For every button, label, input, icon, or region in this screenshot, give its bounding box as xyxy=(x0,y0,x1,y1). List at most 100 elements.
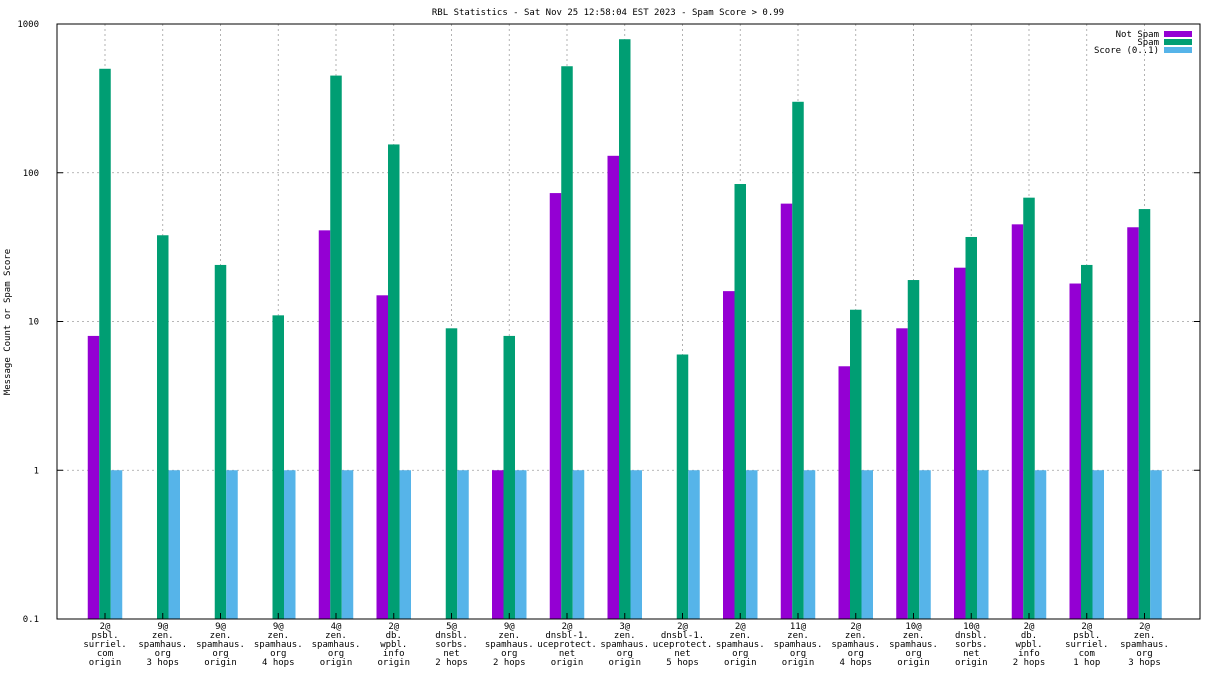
bar-spam xyxy=(792,101,804,620)
x-tick-label: org xyxy=(732,649,748,659)
x-tick-label: 2@ xyxy=(1024,622,1035,632)
x-tick-label: net xyxy=(963,649,979,659)
bar-spam xyxy=(1138,209,1151,620)
bar-score xyxy=(515,470,527,619)
bar-score xyxy=(919,470,931,619)
bar-score xyxy=(1034,470,1047,619)
x-tick-label: org xyxy=(270,649,286,659)
x-tick-label: org xyxy=(501,649,517,659)
y-tick-label: 1 xyxy=(34,466,39,476)
x-tick-label: spamhaus. xyxy=(196,640,245,650)
x-tick-label: com xyxy=(97,649,113,659)
x-tick-label: 4@ xyxy=(331,622,342,632)
x-tick-label: surriel. xyxy=(1065,640,1108,650)
x-tick-label: 1 hop xyxy=(1073,658,1100,668)
bar-spam xyxy=(157,235,169,619)
x-tick-label: origin xyxy=(551,658,584,668)
bar-spam xyxy=(734,184,746,619)
x-tick-label: spamhaus. xyxy=(716,640,765,650)
x-tick-label: org xyxy=(617,649,633,659)
x-tick-label: zen. xyxy=(267,631,289,641)
chart-title: RBL Statistics - Sat Nov 25 12:58:04 EST… xyxy=(432,8,784,18)
bar-spam xyxy=(619,39,631,620)
x-tick-label: org xyxy=(790,649,806,659)
y-tick-label: 100 xyxy=(23,169,39,179)
bar-score xyxy=(688,470,700,619)
bar-spam xyxy=(907,280,920,619)
bar-score xyxy=(803,470,816,619)
x-tick-label: origin xyxy=(204,658,237,668)
bar-not-spam xyxy=(318,230,331,620)
y-tick-label: 0.1 xyxy=(23,615,39,625)
bar-spam xyxy=(330,75,342,619)
x-tick-label: 2 hops xyxy=(435,658,468,668)
x-tick-label: origin xyxy=(320,658,353,668)
x-tick-label: zen. xyxy=(729,631,751,641)
x-tick-label: 2@ xyxy=(100,622,111,632)
x-tick-label: com xyxy=(1079,649,1095,659)
x-tick-label: spamhaus. xyxy=(831,640,880,650)
x-tick-label: origin xyxy=(608,658,641,668)
x-tick-label: uceprotect. xyxy=(537,640,597,650)
bar-spam xyxy=(676,354,689,619)
x-tick-label: psbl. xyxy=(1073,631,1100,641)
x-tick-label: spamhaus. xyxy=(138,640,187,650)
y-axis-label: Message Count or Spam Score xyxy=(3,249,13,395)
x-tick-label: zen. xyxy=(787,631,809,641)
x-tick-label: spamhaus. xyxy=(889,640,938,650)
x-tick-label: 2@ xyxy=(735,622,746,632)
x-tick-label: 2 hops xyxy=(1013,658,1046,668)
legend-swatch xyxy=(1164,39,1192,45)
bar-score xyxy=(861,470,873,619)
bar-spam xyxy=(445,328,458,619)
x-tick-label: zen. xyxy=(903,631,925,641)
x-tick-label: net xyxy=(674,649,690,659)
x-tick-label: dnsbl. xyxy=(435,631,468,641)
x-tick-label: org xyxy=(155,649,171,659)
x-tick-label: info xyxy=(1018,649,1040,659)
x-tick-label: 2@ xyxy=(388,622,399,632)
bar-spam xyxy=(503,335,515,619)
x-tick-label: 2@ xyxy=(1081,622,1092,632)
bar-score xyxy=(630,470,642,619)
bar-not-spam xyxy=(954,267,966,619)
legend-label: Spam xyxy=(1137,38,1159,48)
x-tick-label: spamhaus. xyxy=(600,640,649,650)
x-tick-label: db. xyxy=(1021,631,1037,641)
x-tick-label: org xyxy=(905,649,921,659)
y-tick-label: 1000 xyxy=(17,20,39,30)
bar-score xyxy=(457,470,469,619)
x-tick-label: db. xyxy=(386,631,402,641)
bar-score xyxy=(1150,470,1162,619)
x-tick-labels: 2@psbl.surriel.comorigin9@zen.spamhaus.o… xyxy=(83,613,1169,668)
x-tick-label: origin xyxy=(89,658,122,668)
bar-not-spam xyxy=(896,328,908,619)
x-tick-label: 3 hops xyxy=(146,658,179,668)
legend-label: Score (0..1) xyxy=(1094,46,1159,56)
bar-not-spam xyxy=(87,335,100,619)
x-tick-label: spamhaus. xyxy=(774,640,823,650)
x-tick-label: org xyxy=(848,649,864,659)
legend-swatch xyxy=(1164,31,1192,37)
x-tick-label: org xyxy=(328,649,344,659)
x-tick-label: dnsbl-1. xyxy=(661,631,704,641)
x-tick-label: 9@ xyxy=(273,622,284,632)
x-tick-label: origin xyxy=(377,658,410,668)
x-tick-label: dnsbl. xyxy=(955,631,988,641)
x-tick-label: 3 hops xyxy=(1128,658,1161,668)
bar-not-spam xyxy=(723,291,735,619)
bars xyxy=(87,39,1162,620)
x-tick-label: zen. xyxy=(498,631,520,641)
x-tick-label: surriel. xyxy=(83,640,126,650)
x-tick-label: zen. xyxy=(845,631,867,641)
x-tick-label: zen. xyxy=(1134,631,1156,641)
bar-score xyxy=(572,470,585,619)
bar-not-spam xyxy=(607,155,619,619)
bar-not-spam xyxy=(549,193,562,619)
x-tick-label: 5 hops xyxy=(666,658,699,668)
x-tick-label: spamhaus. xyxy=(312,640,361,650)
bar-score xyxy=(1092,470,1104,619)
bar-not-spam xyxy=(1011,224,1024,619)
x-tick-label: uceprotect. xyxy=(653,640,713,650)
